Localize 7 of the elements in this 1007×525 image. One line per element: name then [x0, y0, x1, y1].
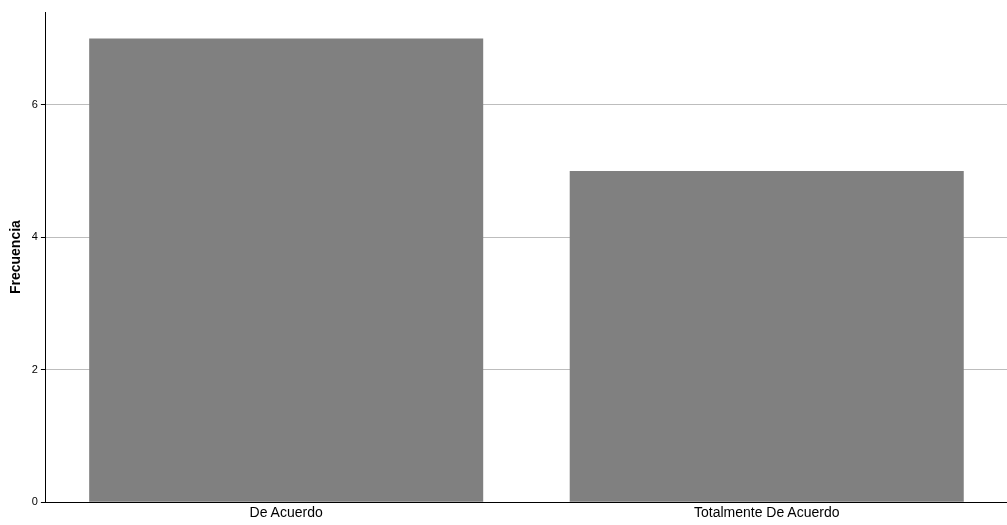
x-tick-label: Totalmente De Acuerdo — [693, 504, 840, 521]
y-tick-label: 2 — [31, 362, 38, 375]
x-tick-label: De Acuerdo — [249, 504, 323, 521]
y-tick-label: 0 — [31, 495, 38, 508]
y-axis-title: Frecuencia — [7, 219, 24, 295]
y-tick-label: 4 — [31, 230, 38, 243]
y-tick-label: 6 — [31, 97, 38, 110]
